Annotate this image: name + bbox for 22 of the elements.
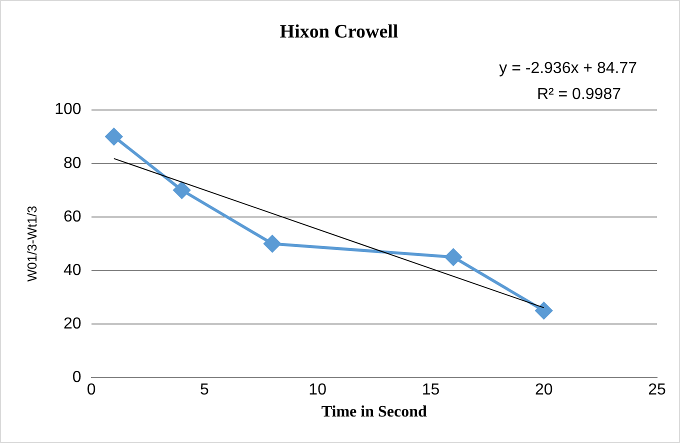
point	[264, 235, 281, 252]
point	[535, 302, 552, 320]
y-tick-label: 40	[64, 262, 82, 279]
y-axis-title: W01/3-Wt1/3	[24, 206, 40, 282]
x-tick-label: 5	[200, 382, 209, 399]
y-tick-label: 0	[72, 369, 82, 386]
text: R² = 0.9987	[536, 86, 622, 103]
y-tick-label: 20	[64, 315, 82, 332]
y-tick-label: 100	[54, 101, 82, 118]
chart-title: Hixon Crowell	[280, 21, 398, 42]
point	[173, 182, 190, 199]
x-tick-label: 20	[534, 382, 553, 399]
text: y = -2.936x + 84.77	[499, 60, 638, 77]
point	[444, 248, 462, 266]
point	[105, 128, 122, 146]
x-tick-label: 15	[422, 382, 440, 399]
x-tick-label: 10	[308, 382, 327, 399]
x-axis-title: Time in Second	[321, 404, 427, 421]
x-tick-label: 25	[648, 382, 666, 399]
x-tick-label: 0	[86, 382, 96, 399]
y-tick-label: 60	[64, 208, 82, 226]
y-tick-label: 80	[64, 154, 82, 172]
